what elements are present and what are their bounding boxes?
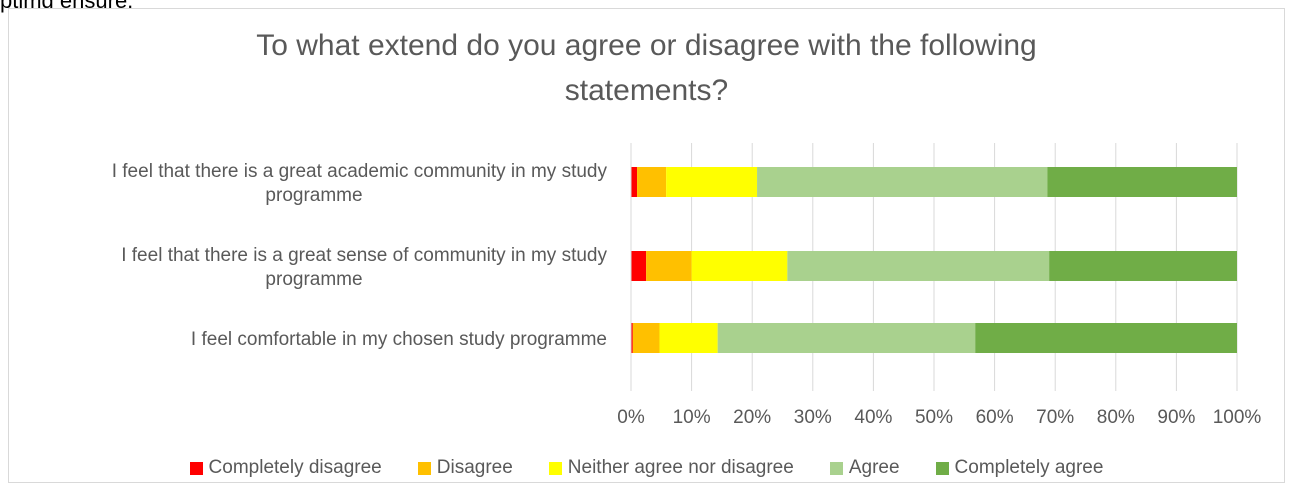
category-label: programme	[265, 185, 362, 206]
category-label: I feel that there is a great sense of co…	[121, 245, 607, 266]
bar-segment	[717, 323, 976, 353]
x-tick-label: 90%	[1157, 407, 1195, 428]
bar-segment	[975, 323, 1237, 353]
x-tick-label: 50%	[915, 407, 953, 428]
x-tick-label: 60%	[976, 407, 1014, 428]
legend-label: Completely agree	[954, 457, 1104, 478]
x-tick-label: 10%	[673, 407, 711, 428]
bar-segment	[691, 251, 788, 281]
legend-item: Neither agree nor disagree	[548, 457, 794, 479]
bar-segment	[631, 167, 638, 197]
legend-swatch	[548, 461, 562, 475]
bar-segment	[666, 167, 758, 197]
legend-label: Agree	[848, 457, 900, 478]
x-tick-label: 30%	[794, 407, 832, 428]
bar-segment	[632, 323, 660, 353]
legend-swatch	[935, 461, 949, 475]
bar-segment	[631, 323, 633, 353]
bar-segment	[757, 167, 1048, 197]
legend-swatch	[189, 461, 203, 475]
legend-item: Agree	[829, 457, 900, 479]
bar-segment	[637, 167, 667, 197]
legend-item: Completely disagree	[189, 457, 382, 479]
chart-legend: Completely disagree Disagree Neither agree…	[9, 457, 1284, 479]
x-tick-label: 20%	[733, 407, 771, 428]
legend-swatch	[417, 461, 431, 475]
chart-title-line-1: To what extend do you agree or disagree …	[256, 29, 1037, 62]
legend-label: Neither agree nor disagree	[567, 457, 794, 478]
x-tick-label: 100%	[1213, 407, 1262, 428]
legend-label: Completely disagree	[208, 457, 382, 478]
bar-segment	[646, 251, 692, 281]
chart-title-line-2: statements?	[564, 74, 729, 107]
legend-label: Disagree	[436, 457, 513, 478]
legend-item: Disagree	[417, 457, 513, 479]
legend-swatch	[829, 461, 843, 475]
plot-area: 0% 10% 20% 30% 40% 50% 60% 70% 80% 90% 100% I feel …	[112, 143, 1262, 428]
bar-segment	[1049, 251, 1237, 281]
bar-segment	[1047, 167, 1237, 197]
x-tick-label: 40%	[854, 407, 892, 428]
chart-title: To what extend do you agree or disagree …	[9, 23, 1284, 113]
bar-segment	[787, 251, 1050, 281]
x-tick-label: 80%	[1097, 407, 1135, 428]
bar-segment	[631, 251, 647, 281]
chart-container: To what extend do you agree or disagree …	[8, 8, 1285, 483]
x-tick-label: 0%	[617, 407, 645, 428]
category-label: I feel comfortable in my chosen study pr…	[191, 329, 607, 350]
bar-segment	[659, 323, 718, 353]
x-tick-label: 70%	[1036, 407, 1074, 428]
category-label: I feel that there is a great academic co…	[112, 161, 608, 182]
category-label: programme	[265, 269, 362, 290]
legend-item: Completely agree	[935, 457, 1104, 479]
